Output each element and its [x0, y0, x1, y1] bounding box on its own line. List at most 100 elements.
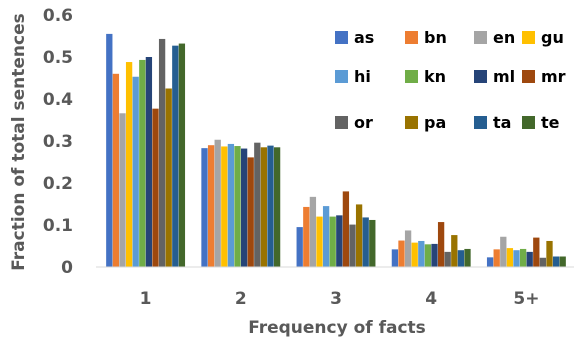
bar-te-3 — [369, 219, 376, 267]
bar-ml-5+ — [526, 251, 533, 267]
x-tick-label: 4 — [425, 289, 437, 309]
legend-swatch-ml — [474, 70, 487, 83]
bar-pa-1 — [165, 88, 172, 267]
bar-te-4 — [464, 248, 471, 267]
legend-label-ml: ml — [493, 67, 515, 86]
bar-ta-3 — [362, 217, 369, 267]
x-tick-label: 5+ — [513, 289, 539, 309]
bar-as-5+ — [486, 257, 494, 267]
y-tick-label: 0.5 — [43, 48, 73, 68]
legend-swatch-te — [522, 116, 535, 129]
bar-as-2 — [201, 148, 208, 267]
bar-gu-3 — [316, 216, 323, 267]
y-tick-label: 0.2 — [43, 174, 73, 194]
legend-swatch-ta — [474, 116, 487, 129]
legend-label-or: or — [354, 113, 373, 132]
bar-ml-4 — [431, 243, 438, 267]
y-tick-label: 0.1 — [43, 216, 73, 236]
legend-label-as: as — [354, 28, 374, 47]
bar-ta-4 — [457, 250, 465, 267]
y-tick-label: 0.3 — [43, 132, 73, 152]
bar-en-5+ — [500, 236, 507, 267]
bar-as-4 — [391, 249, 399, 267]
bar-hi-2 — [227, 143, 235, 267]
bar-pa-2 — [260, 147, 268, 267]
bar-ml-2 — [240, 148, 248, 267]
bar-pa-5+ — [546, 240, 553, 267]
legend-label-kn: kn — [424, 67, 446, 86]
bar-en-3 — [309, 196, 317, 267]
bar-te-2 — [273, 147, 281, 267]
bar-gu-4 — [411, 242, 418, 267]
bar-as-3 — [296, 227, 303, 267]
bars — [106, 33, 566, 268]
legend-label-ta: ta — [493, 113, 511, 132]
legend-swatch-gu — [522, 31, 535, 44]
bar-gu-2 — [221, 146, 228, 267]
bar-or-2 — [254, 142, 261, 267]
legend: as bn en gu hi kn ml mr or pa ta te — [335, 28, 566, 132]
y-tick-label: 0.6 — [43, 6, 73, 26]
bar-hi-4 — [418, 240, 425, 267]
bar-as-1 — [106, 33, 113, 268]
bar-te-1 — [178, 43, 186, 268]
bar-bn-1 — [112, 73, 120, 267]
bar-mr-4 — [437, 222, 445, 267]
bar-pa-4 — [451, 235, 458, 267]
legend-swatch-or — [335, 116, 348, 129]
bar-bn-5+ — [493, 249, 500, 267]
bar-kn-5+ — [519, 248, 527, 267]
x-tick-label: 2 — [235, 289, 247, 309]
y-tick-label: 0.4 — [43, 90, 73, 110]
bar-te-5+ — [559, 256, 566, 267]
legend-swatch-kn — [405, 70, 418, 83]
y-tick-label: 0 — [61, 258, 73, 278]
bar-bn-2 — [207, 145, 215, 267]
bar-mr-2 — [247, 157, 254, 267]
y-axis-ticks: 0 0.1 0.2 0.3 0.4 0.5 0.6 — [43, 6, 73, 278]
bar-or-4 — [444, 251, 451, 267]
bar-hi-3 — [322, 206, 330, 267]
bar-en-1 — [119, 113, 126, 267]
bar-mr-1 — [152, 108, 159, 267]
legend-swatch-pa — [405, 116, 418, 129]
legend-label-pa: pa — [424, 113, 446, 132]
bar-ml-3 — [336, 215, 343, 267]
bar-or-1 — [158, 38, 166, 267]
bar-ta-5+ — [552, 256, 560, 267]
bar-hi-1 — [132, 76, 139, 268]
bar-kn-4 — [424, 244, 432, 267]
bar-bn-4 — [398, 240, 405, 267]
bar-ta-2 — [267, 145, 274, 267]
bar-en-2 — [214, 139, 221, 267]
bar-en-4 — [404, 230, 412, 267]
legend-swatch-mr — [522, 70, 535, 83]
legend-swatch-as — [335, 31, 348, 44]
bar-mr-5+ — [533, 237, 540, 267]
bar-ml-1 — [145, 57, 153, 267]
bar-gu-5+ — [506, 248, 514, 267]
bar-kn-3 — [329, 216, 336, 267]
legend-label-bn: bn — [424, 28, 447, 47]
bar-pa-3 — [355, 204, 363, 267]
legend-label-hi: hi — [354, 67, 371, 86]
legend-label-en: en — [493, 28, 515, 47]
x-axis-title: Frequency of facts — [248, 318, 426, 338]
x-tick-label: 1 — [140, 289, 152, 309]
x-axis-ticks: 1 2 3 4 5+ — [140, 289, 540, 309]
legend-swatch-bn — [405, 31, 418, 44]
bar-hi-5+ — [513, 250, 520, 267]
bar-mr-3 — [342, 191, 350, 267]
bar-kn-2 — [234, 146, 241, 267]
bar-kn-1 — [139, 59, 146, 267]
legend-label-gu: gu — [541, 28, 564, 47]
bar-or-5+ — [539, 257, 547, 267]
y-axis-title: Fraction of total sentences — [9, 13, 29, 271]
legend-swatch-en — [474, 31, 487, 44]
legend-swatch-hi — [335, 70, 348, 83]
x-tick-label: 3 — [330, 289, 342, 309]
legend-label-te: te — [541, 113, 560, 132]
bar-gu-1 — [125, 62, 133, 267]
legend-label-mr: mr — [541, 67, 566, 86]
